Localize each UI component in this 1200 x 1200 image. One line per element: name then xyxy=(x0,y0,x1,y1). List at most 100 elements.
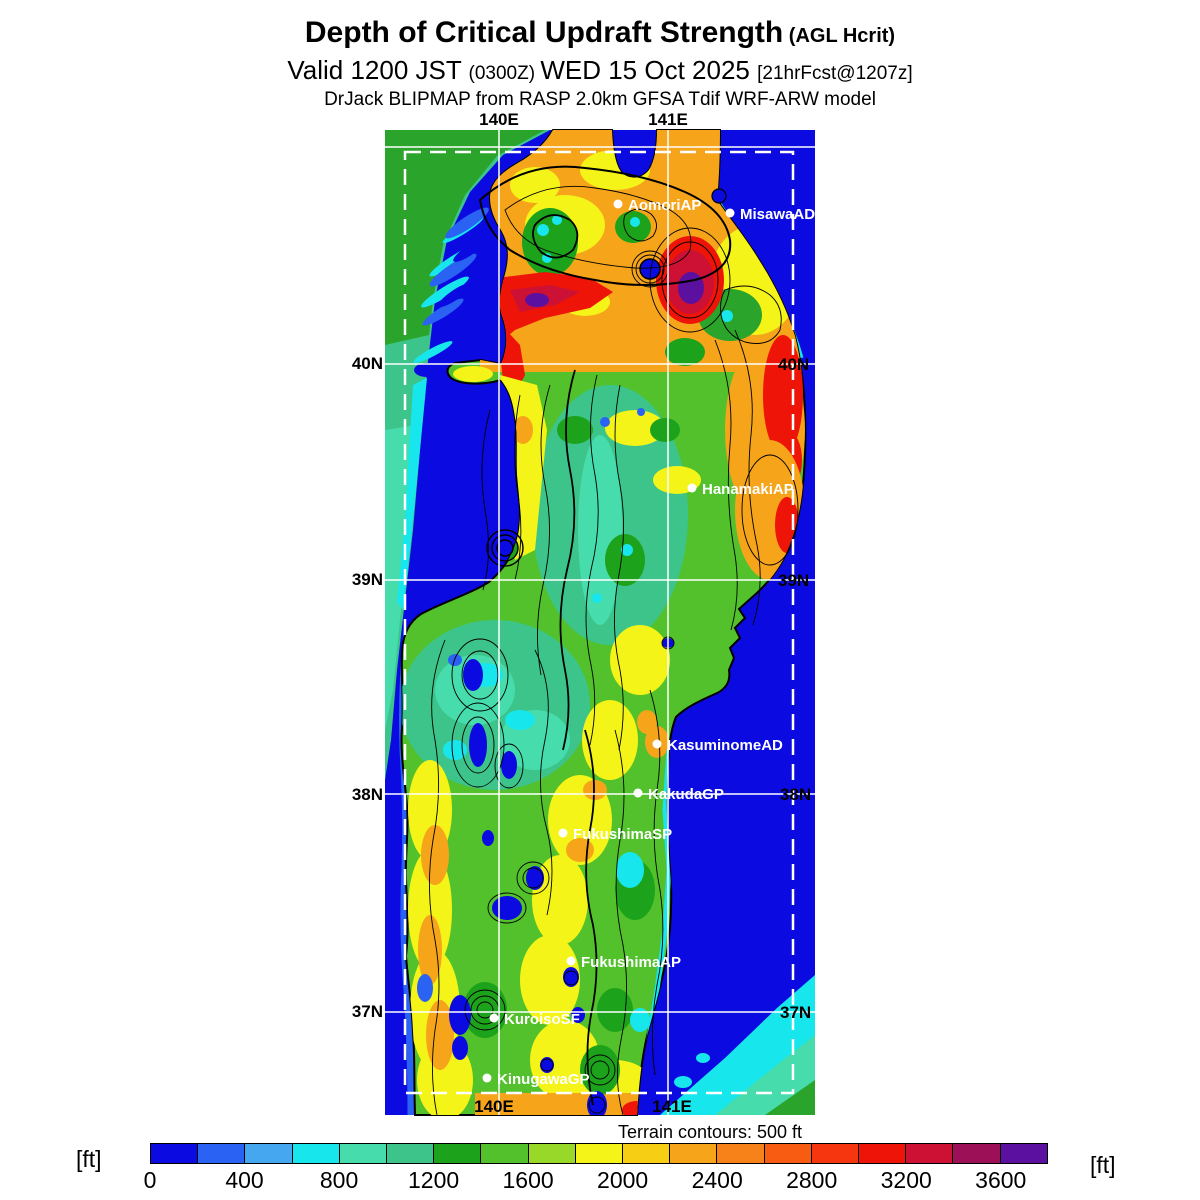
forecast-map: 40N 39N 38N 37N AomoriAP MisawaAD Hanama… xyxy=(385,129,815,1116)
map-shape xyxy=(714,339,738,631)
colorbar-unit-right: [ft] xyxy=(1090,1152,1116,1178)
colorbar-unit-left: [ft] xyxy=(76,1146,102,1172)
map-shape xyxy=(542,253,552,263)
colorbar xyxy=(150,1143,1048,1164)
pacific-coastal-tints xyxy=(660,202,815,1115)
lat-label-left-37n: 37N xyxy=(351,1002,383,1021)
map-shape xyxy=(552,215,562,225)
colorbar-segment xyxy=(151,1144,199,1163)
stations: AomoriAP MisawaAD HanamakiAP KasuminomeA… xyxy=(482,197,815,1088)
colorbar-tick: 1600 xyxy=(502,1167,554,1193)
map-shape xyxy=(451,638,509,712)
colorbar-segment xyxy=(575,1144,624,1163)
map-shape xyxy=(721,310,733,322)
station-dot-hanamakiap xyxy=(687,483,697,493)
lon-label-top-141e: 141E xyxy=(648,110,688,129)
map-shape xyxy=(464,989,506,1031)
map-shape xyxy=(610,625,670,695)
map-shape xyxy=(630,1008,650,1032)
title-text: Depth of Critical Updraft Strength xyxy=(304,16,784,49)
lon-label-bottom-141e: 141E xyxy=(652,1097,692,1116)
map-shape xyxy=(583,780,607,800)
map-shape xyxy=(487,892,527,924)
station-dot-aomoriap xyxy=(613,199,623,209)
map-shape xyxy=(522,867,544,889)
valid-time: Valid 1200 JST xyxy=(287,55,469,85)
map-shape xyxy=(448,654,462,666)
map-shape xyxy=(481,409,491,591)
station-dot-kinugawagp xyxy=(482,1073,492,1083)
colorbar-tick: 3600 xyxy=(975,1167,1027,1193)
map-shape xyxy=(605,410,665,446)
lat-label-right-39n: 39N xyxy=(778,571,809,590)
lat-label-right-40n: 40N xyxy=(778,355,809,374)
terrain-contours xyxy=(428,165,799,1116)
station-label-kakudagp: KakudaGP xyxy=(648,786,724,803)
colorbar-segment xyxy=(339,1144,388,1163)
colorbar-segment xyxy=(198,1144,246,1163)
map-shape xyxy=(413,341,453,363)
station-dot-kuroisosf xyxy=(489,1013,499,1023)
map-shape xyxy=(525,293,549,307)
lat-label-left-40n: 40N xyxy=(351,354,383,373)
station-label-fukushimaap: FukushimaAP xyxy=(581,954,681,971)
colorbar-segment xyxy=(717,1144,765,1163)
colorbar-tick: 800 xyxy=(319,1167,359,1193)
map-shape xyxy=(513,416,533,444)
map-shape xyxy=(720,285,782,344)
colorbar-ticks: 0 400 800 1200 1600 2000 2400 2800 3200 3600 xyxy=(144,1167,1048,1193)
station-label-kuroisosf: KuroisoSF xyxy=(504,1011,580,1028)
map-shape xyxy=(421,825,449,885)
map-shape xyxy=(741,454,799,566)
map-shape xyxy=(557,416,593,444)
colorbar-segment xyxy=(623,1144,671,1163)
map-shape xyxy=(414,363,440,377)
map-shape xyxy=(486,529,524,567)
map-shape xyxy=(592,593,602,603)
map-shape xyxy=(510,167,560,203)
colorbar-segment xyxy=(1000,1144,1047,1163)
map-shape xyxy=(734,329,761,626)
station-label-fukushimasp: FukushimaSP xyxy=(573,826,672,843)
station-dot-fukushimaap xyxy=(566,956,576,966)
map-shape xyxy=(453,366,493,382)
map-shape xyxy=(417,974,433,1002)
map-shape xyxy=(678,272,704,304)
map-shape xyxy=(463,982,507,1038)
colorbar-segment xyxy=(434,1144,482,1163)
map-shape xyxy=(432,326,462,344)
lat-label-right-38n: 38N xyxy=(780,785,811,804)
colorbar-tick: 1200 xyxy=(407,1167,460,1193)
map-shape xyxy=(540,1057,554,1073)
station-label-kasuminomead: KasuminomeAD xyxy=(667,737,783,754)
map-shape xyxy=(476,1001,494,1019)
map-shape xyxy=(588,1096,606,1114)
model-domain-boundary xyxy=(403,150,795,1095)
colorbar-segment xyxy=(906,1144,954,1163)
station-dot-kasuminomead xyxy=(652,739,662,749)
colorbar-tick: 2800 xyxy=(786,1167,838,1193)
lat-labels-right: 40N 39N 38N 37N xyxy=(778,355,811,1022)
map-shape xyxy=(584,729,598,1106)
map-shape xyxy=(492,896,522,920)
map-shape xyxy=(587,1091,607,1115)
station-label-hanamakiap: HanamakiAP xyxy=(702,481,794,498)
colorbar-segment xyxy=(528,1144,576,1163)
station-dot-fukushimasp xyxy=(558,828,568,838)
map-shape xyxy=(605,534,645,586)
map-shape xyxy=(526,866,544,890)
map-shape xyxy=(443,740,467,760)
map-shape xyxy=(649,689,664,1076)
map-shape xyxy=(661,241,719,319)
map-shape xyxy=(540,1058,554,1072)
map-shape xyxy=(563,967,579,987)
valid-zulu: (0300Z) xyxy=(468,63,541,84)
map-shape xyxy=(715,1035,815,1115)
colorbar-tick: 2400 xyxy=(691,1167,743,1193)
map-shape xyxy=(537,384,551,676)
station-label-misawaad: MisawaAD xyxy=(740,206,815,223)
map-shape xyxy=(463,659,483,691)
colorbar-segment xyxy=(953,1144,1001,1163)
lat-label-left-39n: 39N xyxy=(351,570,383,589)
map-shape xyxy=(452,1036,468,1060)
